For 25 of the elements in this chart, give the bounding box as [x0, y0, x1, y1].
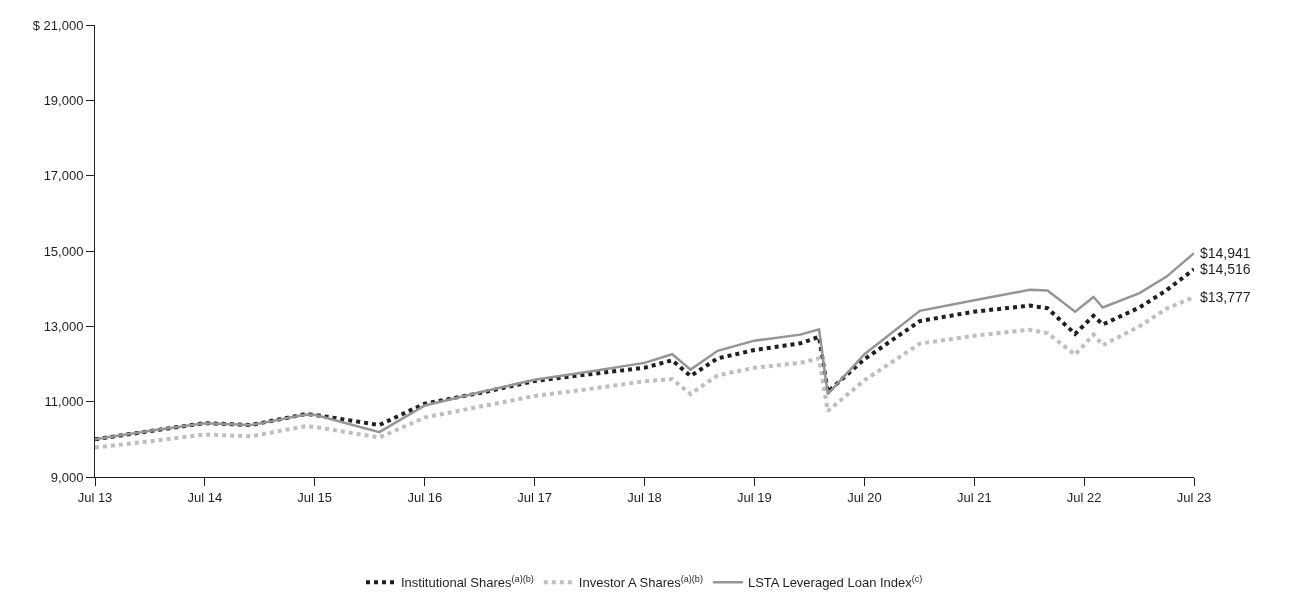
y-tick-label: 9,000	[50, 469, 84, 485]
legend-label: Institutional Shares$^{(a)(b)}$	[401, 573, 534, 591]
y-tick-label: 11,000	[44, 394, 84, 410]
y-tick-label: 13,000	[43, 318, 84, 334]
y-tick-label: $ 21,000	[32, 17, 84, 33]
legend-label: Investor A Shares$^{(a)(b)}$	[578, 573, 703, 591]
x-tick-label: Jul 18	[627, 489, 662, 505]
x-tick-label: Jul 14	[187, 489, 223, 505]
x-tick-label: Jul 21	[956, 489, 992, 505]
y-tick-label: 19,000	[43, 92, 84, 108]
x-tick-label: Jul 13	[77, 489, 113, 505]
x-tick-label: Jul 22	[1066, 489, 1102, 505]
legend-label: LSTA Leveraged Loan Index$^{(c)}$	[747, 573, 923, 591]
annotation: $14,516	[1200, 261, 1251, 277]
x-tick-label: Jul 23	[1176, 489, 1212, 505]
x-tick-label: Jul 16	[407, 489, 443, 505]
annotation: $14,941	[1200, 245, 1251, 261]
line-series	[95, 295, 1194, 450]
x-tick-label: Jul 19	[736, 489, 772, 505]
y-tick-label: 17,000	[43, 168, 84, 184]
annotation: $13,777	[1200, 289, 1251, 305]
y-tick-label: 15,000	[43, 243, 84, 259]
x-tick-label: Jul 15	[297, 489, 333, 505]
x-tick-label: Jul 20	[847, 489, 882, 505]
x-tick-label: Jul 17	[517, 489, 553, 505]
